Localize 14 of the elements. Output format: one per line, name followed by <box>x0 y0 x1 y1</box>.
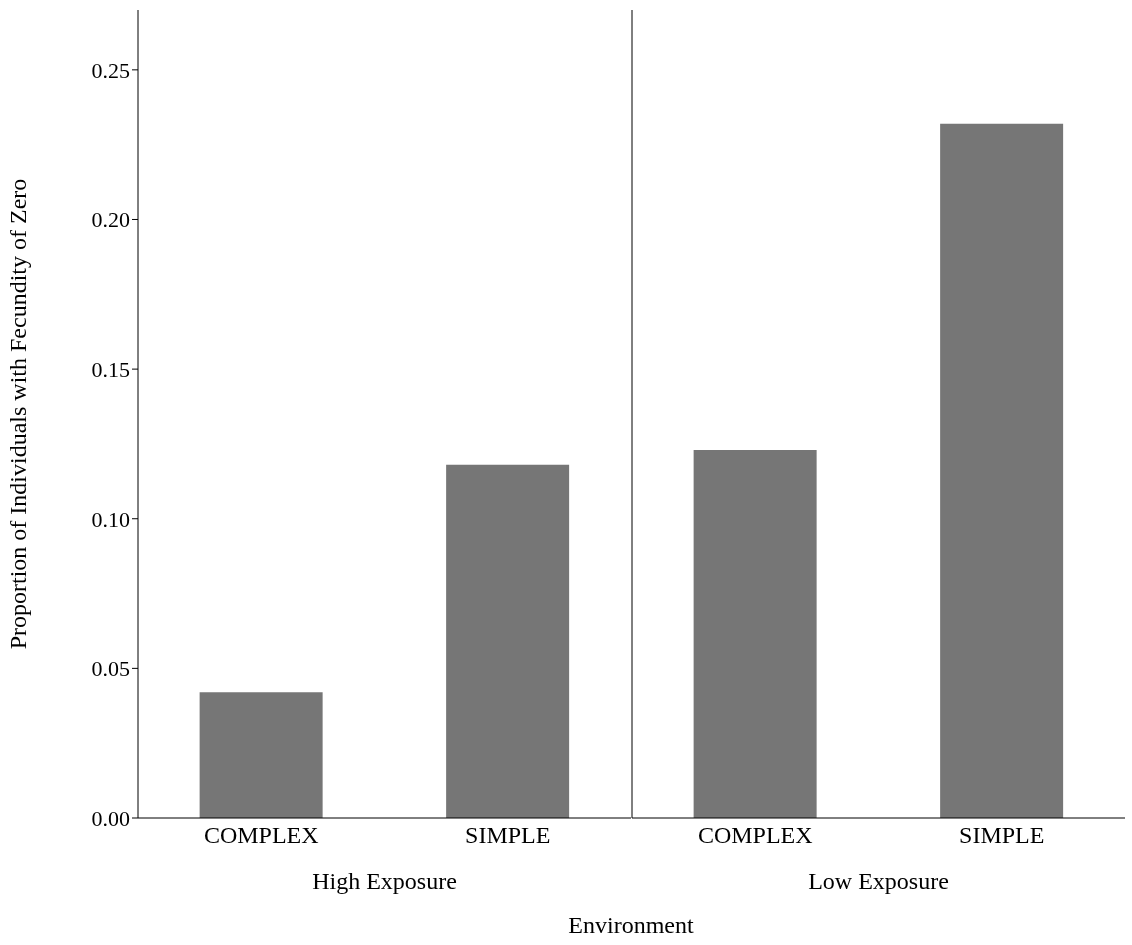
x-tick-label: SIMPLE <box>465 822 551 849</box>
text: Environment <box>567 912 695 939</box>
y-tick-label: 0.00 <box>91 805 130 831</box>
y-tick-label: 0.15 <box>91 356 130 382</box>
y-axis-title: Proportion of Individuals with Fecundity of Zero <box>4 178 31 650</box>
y-tick-label: 0.10 <box>91 506 130 532</box>
x-tick-label: COMPLEX <box>203 822 319 849</box>
y-tick-label: 0.25 <box>91 57 130 83</box>
y-tick-label: 0.20 <box>91 207 130 233</box>
x-tick-label: COMPLEX <box>697 822 813 849</box>
x-tick-label: SIMPLE <box>959 822 1045 849</box>
x-axis-title: High Exposure <box>311 868 458 896</box>
x-axis-title: Low Exposure <box>807 868 950 896</box>
y-tick-label: 0.05 <box>91 656 130 682</box>
